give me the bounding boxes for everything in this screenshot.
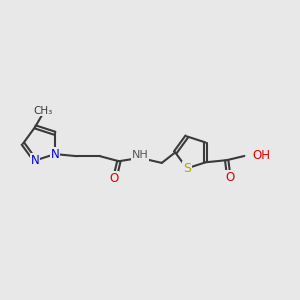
Text: N: N [31,154,40,167]
Text: NH: NH [131,150,148,160]
Text: CH₃: CH₃ [34,106,53,116]
Text: N: N [51,148,59,160]
Text: OH: OH [253,149,271,163]
Text: S: S [183,162,191,175]
Text: O: O [109,172,119,185]
Text: O: O [225,171,234,184]
